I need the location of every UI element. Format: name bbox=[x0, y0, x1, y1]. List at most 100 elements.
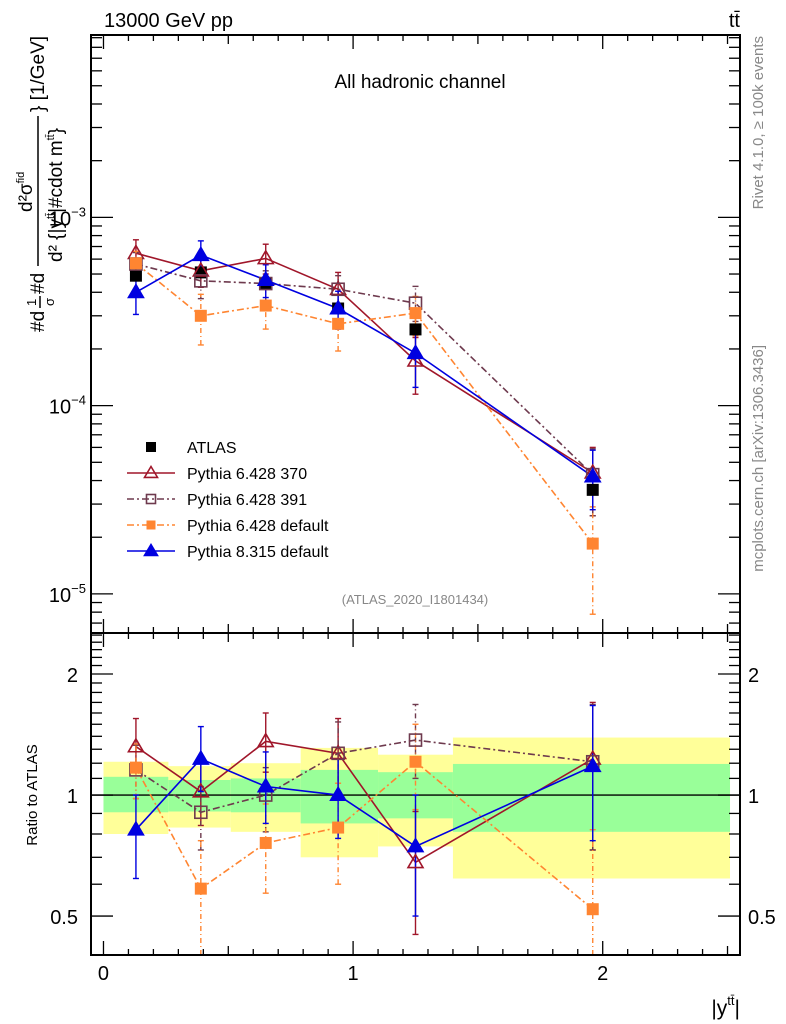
analysis-id-label: (ATLAS_2020_I1801434) bbox=[342, 592, 488, 607]
x-tick-label: 1 bbox=[348, 963, 359, 985]
ratio-y-tick-label-right: 2 bbox=[748, 665, 759, 687]
legend-label: ATLAS bbox=[187, 440, 237, 457]
data-point-pythia-6-428-default bbox=[129, 257, 142, 270]
ratio-point-pythia-8-315-default bbox=[329, 785, 348, 802]
data-point-atlas bbox=[409, 323, 422, 336]
legend-item-pythia-6-428-391: Pythia 6.428 391 bbox=[127, 492, 307, 509]
data-point-pythia-6-428-default bbox=[409, 307, 422, 320]
data-point-pythia-6-428-370 bbox=[256, 249, 275, 265]
ratio-point-pythia-8-315-default bbox=[256, 777, 275, 793]
ratio-line-pythia-6-428-391 bbox=[135, 739, 593, 814]
data-point-pythia-8-315-default bbox=[329, 299, 348, 315]
ratio-line-pythia-6-428-370 bbox=[135, 740, 594, 864]
ratio-y-tick-label-left: 0.5 bbox=[50, 907, 78, 929]
data-point-pythia-6-428-370 bbox=[191, 261, 210, 277]
legend-marker-pythia-8-315-default bbox=[143, 542, 159, 557]
y-label-numerator: d²σfid bbox=[15, 172, 37, 212]
ratio-line-pythia-8-315-default bbox=[135, 757, 594, 848]
y-label-one: 1 bbox=[24, 299, 39, 306]
ratio-y-tick-label-right: 1 bbox=[748, 786, 759, 808]
data-point-atlas bbox=[129, 269, 142, 282]
data-point-pythia-6-428-default bbox=[259, 299, 272, 312]
legend-item-pythia-6-428-default: Pythia 6.428 default bbox=[127, 518, 329, 535]
data-point-pythia-8-315-default bbox=[127, 283, 145, 299]
main-series-markers bbox=[127, 243, 602, 550]
legend-marker-pythia-6-428-391 bbox=[145, 493, 157, 505]
x-tick-label: 2 bbox=[597, 963, 608, 985]
ratio-point-pythia-6-428-391 bbox=[408, 733, 423, 747]
band-inner-bin bbox=[452, 763, 731, 832]
main-y-axis-label: #d 1 σ #d d²σfid d² {|ytt̄|#cdot mtt̄} }… bbox=[15, 36, 67, 332]
legend-item-pythia-6-428-370: Pythia 6.428 370 bbox=[127, 464, 307, 483]
legend-marker-atlas bbox=[146, 442, 156, 452]
ratio-y-axis-label: Ratio to ATLAS bbox=[24, 744, 41, 845]
data-point-pythia-8-315-default bbox=[406, 343, 425, 360]
main-y-tick-label: 10−4 bbox=[49, 393, 86, 419]
ratio-point-pythia-6-428-370 bbox=[191, 782, 210, 798]
data-point-pythia-6-428-default bbox=[194, 309, 207, 322]
legend-item-pythia-8-315-default: Pythia 8.315 default bbox=[127, 542, 329, 561]
ratio-point-pythia-6-428-370 bbox=[127, 737, 145, 753]
x-axis-label: |ytt̄| bbox=[711, 993, 740, 1020]
ratio-point-pythia-8-315-default bbox=[191, 749, 210, 765]
data-point-pythia-6-428-default bbox=[332, 317, 345, 330]
legend-label: Pythia 6.428 391 bbox=[187, 492, 307, 509]
mcplots-source-label: mcplots.cern.ch [arXiv:1306.3436] bbox=[750, 345, 767, 572]
ratio-axes: 0.5 0.5 1 1 2 2 0 1 2 bbox=[50, 632, 776, 985]
data-point-pythia-8-315-default bbox=[191, 245, 210, 262]
ratio-point-pythia-6-428-default bbox=[409, 755, 422, 768]
main-y-tick-label: 10−5 bbox=[49, 581, 86, 607]
ratio-point-pythia-8-315-default bbox=[583, 756, 602, 773]
y-label-denominator: d² {|ytt̄|#cdot mtt̄} bbox=[45, 128, 67, 262]
ratio-series-markers bbox=[127, 732, 602, 916]
ratio-y-tick-label-left: 2 bbox=[67, 665, 78, 687]
legend-label: Pythia 6.428 default bbox=[187, 518, 329, 535]
ratio-point-pythia-6-428-default bbox=[129, 761, 142, 774]
y-label-sigma: σ bbox=[42, 298, 57, 306]
ratio-point-pythia-6-428-391 bbox=[331, 746, 345, 761]
x-tick-label: 0 bbox=[98, 963, 109, 985]
data-point-pythia-8-315-default bbox=[583, 467, 602, 483]
data-point-pythia-6-428-391 bbox=[331, 282, 345, 297]
legend: ATLAS Pythia 6.428 370 Pythia 6.428 391 Pyt… bbox=[127, 440, 329, 561]
ratio-y-tick-label-right: 0.5 bbox=[748, 907, 776, 929]
x-axis-label-text: |ytt̄| bbox=[711, 993, 740, 1020]
data-point-pythia-6-428-370 bbox=[329, 280, 348, 296]
ratio-point-pythia-6-428-391 bbox=[194, 805, 208, 820]
ratio-frame bbox=[90, 632, 741, 956]
data-point-pythia-8-315-default bbox=[256, 270, 275, 286]
series-line-pythia-6-428-391 bbox=[135, 263, 594, 476]
ratio-y-tick-label-left: 1 bbox=[67, 786, 78, 808]
ratio-point-pythia-6-428-370 bbox=[406, 853, 425, 869]
y-label-d: #d bbox=[28, 273, 49, 294]
series-line-pythia-6-428-default bbox=[135, 262, 594, 545]
ratio-point-pythia-8-315-default bbox=[127, 820, 145, 836]
data-point-pythia-6-428-default bbox=[586, 537, 599, 550]
header-energy-label: 13000 GeV pp bbox=[104, 10, 233, 32]
rivet-version-label: Rivet 4.1.0, ≥ 100k events bbox=[750, 36, 767, 209]
series-line-pythia-8-315-default bbox=[135, 254, 594, 478]
legend-marker-pythia-6-428-default bbox=[146, 520, 156, 530]
y-label-prefix: #d bbox=[28, 311, 49, 332]
ratio-line-pythia-6-428-default bbox=[135, 760, 594, 910]
ratio-point-pythia-6-428-default bbox=[194, 882, 207, 895]
legend-label: Pythia 8.315 default bbox=[187, 544, 329, 561]
series-line-pythia-6-428-370 bbox=[135, 252, 594, 474]
plot-title: All hadronic channel bbox=[334, 72, 505, 93]
main-y-tick-label: 10−3 bbox=[49, 204, 86, 230]
data-point-pythia-6-428-370 bbox=[406, 351, 425, 367]
legend-item-atlas: ATLAS bbox=[146, 440, 237, 457]
header-process-label: tt̄ bbox=[729, 10, 741, 32]
main-axes: 10−3 10−4 10−5 bbox=[49, 34, 741, 634]
ratio-point-pythia-8-315-default bbox=[406, 837, 425, 853]
ratio-point-pythia-6-428-default bbox=[332, 821, 345, 834]
data-point-pythia-6-428-391 bbox=[194, 274, 208, 288]
ratio-point-pythia-6-428-370 bbox=[256, 732, 275, 748]
ratio-point-pythia-6-428-default bbox=[259, 836, 272, 849]
data-point-atlas bbox=[586, 483, 599, 496]
legend-label: Pythia 6.428 370 bbox=[187, 466, 307, 483]
legend-marker-pythia-6-428-370 bbox=[143, 464, 159, 479]
ratio-point-pythia-6-428-370 bbox=[329, 744, 348, 760]
y-label-units: } [1/GeV] bbox=[28, 36, 49, 112]
